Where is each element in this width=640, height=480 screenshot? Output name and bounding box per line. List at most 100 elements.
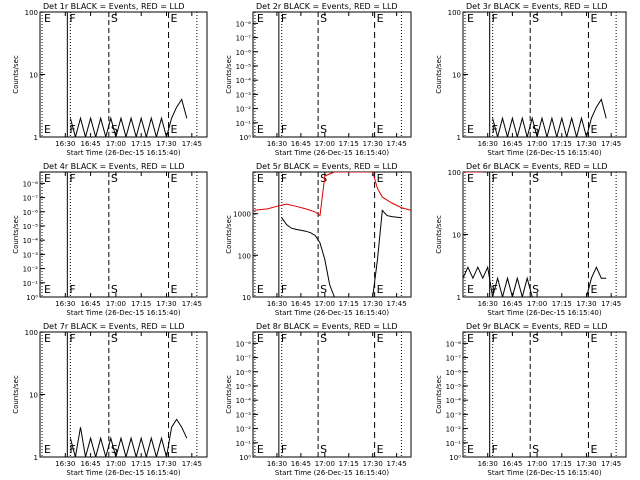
y-axis-label: Counts/sec: [225, 375, 233, 414]
x-tick-label: 17:15: [339, 300, 359, 308]
x-tick-label: 17:15: [552, 460, 572, 468]
x-tick-label: 17:30: [156, 460, 176, 468]
marker-letter-s: S: [532, 172, 539, 185]
y-tick-label: 100: [448, 9, 461, 17]
panel-title: Det 4r BLACK = Events, RED = LLD: [43, 162, 185, 171]
marker-letter-e2: E: [171, 12, 178, 25]
marker-letter-f: F: [69, 12, 75, 25]
y-tick-label: 10⁻¹: [23, 280, 39, 288]
x-tick-label: 17:00: [315, 460, 335, 468]
y-tick-label: 100: [448, 169, 461, 177]
x-tick-label: 16:45: [81, 140, 101, 148]
y-tick-label: 10: [29, 72, 38, 80]
y-tick-label: 100: [25, 329, 38, 337]
events-series: [69, 418, 188, 457]
x-tick-label: 16:30: [478, 460, 498, 468]
plot-frame: [462, 11, 627, 138]
panel-title: Det 6r BLACK = Events, RED = LLD: [466, 162, 608, 171]
marker-letter-f: F: [281, 12, 287, 25]
y-tick-label: 10⁻⁴: [446, 397, 462, 405]
marker-letter-e2: E: [377, 283, 384, 296]
y-tick-label: 10⁻²: [236, 426, 252, 434]
y-tick-label: 10⁻³: [23, 251, 39, 259]
marker-letter-e1: E: [44, 172, 51, 185]
lld-series: [253, 172, 411, 217]
det-2r-panel: Det 2r BLACK = Events, RED = LLD 16:30 16:…: [225, 2, 412, 157]
y-tick-label: 10⁻⁸: [23, 180, 39, 188]
x-tick-label: 17:00: [315, 300, 335, 308]
x-tick-label: 16:45: [81, 300, 101, 308]
plot-frame: [39, 171, 208, 298]
marker-letter-f: F: [69, 172, 75, 185]
x-tick-label: 17:30: [363, 460, 383, 468]
marker-letter-e1: E: [467, 283, 474, 296]
x-axis-label: Start Time (26-Dec-15 16:15:40): [275, 149, 389, 157]
marker-letter-f: F: [492, 123, 498, 136]
x-tick-label: 17:00: [527, 300, 547, 308]
x-tick-label: 17:45: [387, 300, 407, 308]
marker-letter-f: F: [281, 172, 287, 185]
marker-letter-e1: E: [467, 172, 474, 185]
x-tick-label: 16:30: [478, 300, 498, 308]
marker-letter-f: F: [69, 123, 75, 136]
x-tick-label: 16:30: [267, 460, 287, 468]
y-tick-label: 10⁻³: [236, 91, 252, 99]
x-tick-label: 17:30: [576, 460, 596, 468]
x-tick-label: 17:00: [527, 140, 547, 148]
x-tick-label: 16:30: [267, 300, 287, 308]
marker-letter-e2: E: [590, 283, 597, 296]
panel-title: Det 2r BLACK = Events, RED = LLD: [256, 2, 398, 11]
marker-letter-s: S: [111, 172, 118, 185]
marker-letter-e2: E: [377, 443, 384, 456]
marker-letter-e1: E: [467, 123, 474, 136]
y-tick-label: 10⁻²: [23, 266, 39, 274]
marker-letter-e1: E: [44, 123, 51, 136]
x-tick-label: 17:30: [156, 140, 176, 148]
x-tick-label: 16:45: [291, 460, 311, 468]
y-axis-label: Counts/sec: [435, 215, 443, 254]
det-3r-panel: Det 3r BLACK = Events, RED = LLD 16:30 16:…: [435, 2, 627, 157]
marker-letter-f: F: [281, 283, 287, 296]
marker-letter-e1: E: [467, 332, 474, 345]
marker-letter-f: F: [492, 332, 498, 345]
y-tick-label: 10⁻⁷: [23, 195, 39, 203]
y-tick-label: 100: [25, 9, 38, 17]
marker-letter-f: F: [281, 443, 287, 456]
marker-letter-f: F: [492, 12, 498, 25]
det-1r-panel: Det 1r BLACK = Events, RED = LLD 16:30 16:…: [12, 2, 208, 157]
y-tick-label: 10⁻⁴: [236, 77, 252, 85]
y-tick-label: 10⁻¹: [446, 440, 462, 448]
marker-letter-e2: E: [171, 172, 178, 185]
y-tick-label: 10⁻⁶: [236, 369, 252, 377]
y-tick-label: 10⁻⁴: [236, 397, 252, 405]
marker-letter-e2: E: [590, 443, 597, 456]
x-tick-label: 17:15: [552, 140, 572, 148]
marker-letter-e2: E: [171, 123, 178, 136]
x-tick-label: 17:45: [387, 460, 407, 468]
x-tick-label: 17:00: [315, 140, 335, 148]
x-tick-label: 17:45: [601, 140, 621, 148]
marker-letter-s: S: [320, 123, 327, 136]
marker-letter-f: F: [492, 443, 498, 456]
events-series: [463, 265, 607, 297]
x-tick-label: 16:30: [55, 460, 75, 468]
y-tick-label: 10⁻⁵: [23, 223, 39, 231]
panel-title: Det 5r BLACK = Events, RED = LLD: [256, 162, 398, 171]
marker-letter-s: S: [532, 443, 539, 456]
det-9r-panel: Det 9r BLACK = Events, RED = LLD 16:30 16:…: [435, 322, 627, 477]
y-axis-label: Counts/sec: [12, 375, 20, 414]
panel-title: Det 7r BLACK = Events, RED = LLD: [43, 322, 185, 331]
y-tick-label: 10⁻¹: [236, 120, 252, 128]
x-tick-label: 17:15: [131, 460, 151, 468]
y-tick-label: 10⁰: [26, 294, 38, 302]
marker-letter-e1: E: [257, 283, 264, 296]
plot-frame: [252, 11, 412, 138]
marker-letter-e2: E: [590, 12, 597, 25]
marker-letter-e2: E: [377, 123, 384, 136]
marker-letter-e2: E: [171, 283, 178, 296]
x-tick-label: 17:15: [339, 460, 359, 468]
marker-letter-s: S: [320, 12, 327, 25]
x-tick-label: 17:00: [106, 300, 126, 308]
marker-letter-e1: E: [257, 172, 264, 185]
